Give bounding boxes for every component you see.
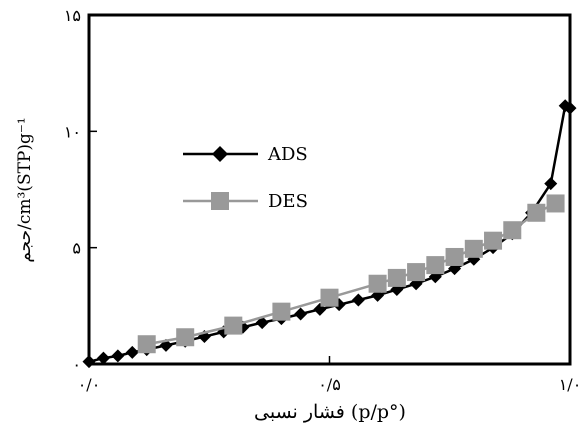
data-point-des xyxy=(176,328,195,347)
series-ads xyxy=(82,99,577,369)
legend: ADS DES xyxy=(183,144,308,212)
data-point-des xyxy=(426,256,445,275)
legend-marker-des xyxy=(211,192,229,210)
data-point-des xyxy=(407,263,426,282)
y-tick-label: ۱۵ xyxy=(64,6,81,25)
data-point-des xyxy=(527,203,546,222)
y-tick-label: ۰ xyxy=(72,355,81,374)
data-point-ads xyxy=(111,349,125,363)
data-point-des xyxy=(368,274,387,293)
y-tick-label: ۵ xyxy=(72,239,81,258)
y-tick-labels: ۰ ۵ ۱۰ ۱۵ xyxy=(64,6,81,374)
series-line-des xyxy=(146,202,557,346)
x-tick-label: ۱/۰ xyxy=(559,375,579,394)
data-point-des xyxy=(137,335,156,354)
y-tick-label: ۱۰ xyxy=(64,122,81,141)
x-tick-label: ۰/۰ xyxy=(78,375,101,394)
series-line-ads xyxy=(88,104,571,363)
x-axis-label: فشار نسبی (p/p°) xyxy=(254,401,406,423)
legend-label-ads: ADS xyxy=(267,144,308,165)
x-tick-label: ۰/۵ xyxy=(318,375,341,394)
data-point-des xyxy=(464,239,483,258)
legend-marker-ads xyxy=(212,146,228,162)
axis-ticks xyxy=(88,14,571,365)
series-des xyxy=(137,194,565,354)
data-point-des xyxy=(320,288,339,307)
data-point-des xyxy=(224,316,243,335)
plot-frame xyxy=(87,13,572,366)
data-point-ads xyxy=(351,293,365,307)
data-point-ads xyxy=(294,307,308,321)
x-tick-labels: ۰/۰ ۰/۵ ۱/۰ xyxy=(78,375,579,394)
data-point-ads xyxy=(96,351,110,365)
data-point-ads xyxy=(125,345,139,359)
legend-label-des: DES xyxy=(268,191,308,212)
series-layer xyxy=(82,99,577,369)
data-point-ads xyxy=(467,252,481,266)
data-point-des xyxy=(484,231,503,250)
y-axis-label: حجم/cm³(STP)g⁻¹ xyxy=(15,117,35,262)
data-point-des xyxy=(546,194,565,213)
data-point-des xyxy=(445,247,464,266)
data-point-des xyxy=(272,302,291,321)
data-point-des xyxy=(503,221,522,240)
data-point-ads xyxy=(544,177,558,191)
data-point-des xyxy=(387,268,406,287)
